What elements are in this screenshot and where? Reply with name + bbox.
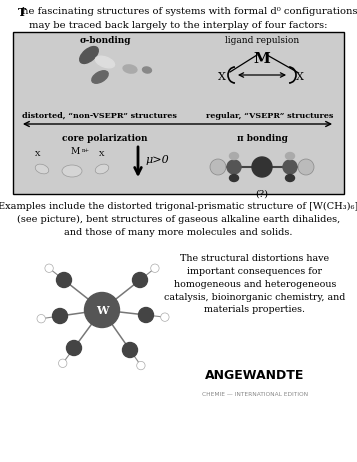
Circle shape — [283, 160, 297, 174]
Text: W: W — [96, 304, 108, 316]
Text: (?): (?) — [256, 190, 268, 199]
Circle shape — [252, 157, 272, 177]
Ellipse shape — [95, 56, 115, 68]
Circle shape — [137, 361, 145, 370]
Circle shape — [139, 308, 154, 322]
Text: X: X — [218, 72, 226, 82]
Ellipse shape — [286, 152, 295, 159]
Text: may be traced back largely to the interplay of four factors:: may be traced back largely to the interp… — [29, 20, 328, 30]
Circle shape — [132, 273, 147, 287]
Text: X: X — [99, 150, 105, 158]
Circle shape — [210, 159, 226, 175]
Circle shape — [298, 159, 314, 175]
Bar — [13, 32, 344, 194]
Ellipse shape — [35, 164, 49, 174]
Circle shape — [56, 273, 71, 287]
Text: Examples include the distorted trigonal-prismatic structure of [W(CH₃)₆]
(see pi: Examples include the distorted trigonal-… — [0, 202, 357, 237]
Ellipse shape — [286, 175, 295, 182]
Ellipse shape — [92, 71, 108, 83]
Text: core polarization: core polarization — [62, 134, 148, 143]
Text: he fascinating structures of systems with formal d⁰ configurations: he fascinating structures of systems wit… — [22, 6, 357, 16]
Text: μ>0: μ>0 — [146, 155, 170, 165]
Text: π bonding: π bonding — [237, 134, 287, 143]
Text: regular, “VSEPR” structures: regular, “VSEPR” structures — [206, 112, 333, 120]
Text: T: T — [18, 6, 26, 18]
Text: ANGEWANDTE: ANGEWANDTE — [205, 369, 305, 382]
Text: X: X — [35, 150, 41, 158]
Ellipse shape — [123, 65, 137, 73]
Text: CHEMIE — INTERNATIONAL EDITION: CHEMIE — INTERNATIONAL EDITION — [202, 392, 308, 397]
Text: ligand repulsion: ligand repulsion — [225, 36, 299, 45]
Circle shape — [59, 359, 67, 367]
Circle shape — [85, 292, 120, 328]
Text: The structural distortions have
important consequences for
homogeneous and heter: The structural distortions have importan… — [164, 254, 346, 315]
Circle shape — [37, 315, 45, 323]
Ellipse shape — [62, 165, 82, 177]
Circle shape — [151, 264, 159, 273]
Circle shape — [66, 340, 81, 355]
Circle shape — [227, 160, 241, 174]
Text: distorted, “non-VSEPR” structures: distorted, “non-VSEPR” structures — [22, 112, 177, 120]
Ellipse shape — [80, 47, 98, 63]
Text: n+: n+ — [82, 148, 90, 153]
Circle shape — [122, 342, 137, 358]
Ellipse shape — [230, 152, 238, 159]
Circle shape — [161, 313, 169, 322]
Text: M: M — [70, 147, 80, 156]
Circle shape — [52, 309, 67, 323]
Ellipse shape — [142, 67, 151, 73]
Text: σ-bonding: σ-bonding — [79, 36, 131, 45]
Ellipse shape — [95, 164, 109, 174]
Circle shape — [45, 264, 53, 273]
Text: M: M — [253, 52, 271, 66]
Ellipse shape — [73, 67, 87, 78]
Ellipse shape — [230, 175, 238, 182]
Text: X: X — [296, 72, 304, 82]
